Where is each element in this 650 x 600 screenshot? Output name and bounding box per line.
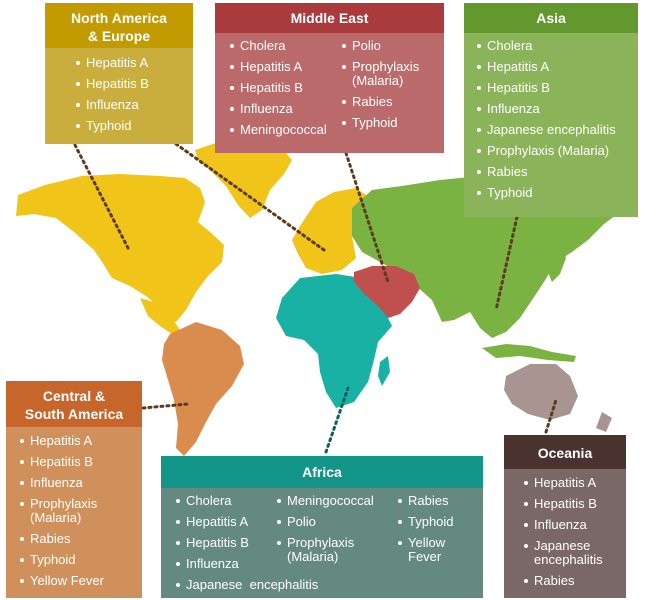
middle-east-title: Middle East [215,3,444,33]
vaccine-list: Hepatitis A Hepatitis B Influenza Prophy… [6,427,142,588]
vaccine-item: Rabies [476,165,638,179]
vaccine-list: Hepatitis A Hepatitis B Influenza Typhoi… [45,48,193,133]
vaccine-item: Japanese encephalitis [175,578,318,592]
vaccine-item: Hepatitis A [229,60,341,74]
central-america-region [140,298,180,334]
middle-east-region [354,266,420,318]
vaccine-item: Typhoid [19,553,142,567]
vaccine-item: Typhoid [397,515,454,529]
vaccine-item: Prophylaxis (Malaria) [476,144,638,158]
vaccine-item: Prophylaxis (Malaria) [19,497,142,525]
vaccine-item: Hepatitis B [523,497,626,511]
vaccine-item: Prophylaxis (Malaria) [341,60,419,88]
greenland-region [195,141,292,218]
europe-region [292,188,370,274]
vaccine-item: Hepatitis B [175,536,276,550]
vaccine-item: Influenza [19,476,142,490]
vaccine-item: Hepatitis B [229,81,341,95]
vaccine-line: Prophylaxis [352,59,420,74]
vaccine-item: Meningococcal [229,123,341,137]
oceania-title: Oceania [504,435,626,469]
vaccine-item: Polio [276,515,397,529]
central-south-america-panel: Central & South America Hepatitis A Hepa… [6,381,142,598]
vaccine-line: Fever [408,549,442,564]
vaccine-line: Prophylaxis [30,496,98,511]
vaccine-item: Rabies [523,574,626,588]
title-line: South America [24,406,124,422]
asia-panel: Asia Cholera Hepatitis A Hepatitis B Inf… [464,3,638,217]
oceania-panel: Oceania Hepatitis A Hepatitis B Influenz… [504,435,626,598]
vaccine-item: Hepatitis A [19,434,142,448]
north-america-europe-title: North America & Europe [45,3,193,48]
vaccine-line: Japanese [534,538,591,553]
vaccine-item: Japanese encephalitis [523,539,626,567]
vaccine-list: Cholera Hepatitis A Hepatitis B Influenz… [175,494,318,599]
title-line: North America [71,10,167,26]
vaccine-item: Meningococcal [276,494,397,508]
vaccine-item: Influenza [75,98,193,112]
vaccine-item: Prophylaxis (Malaria) [276,536,397,564]
japan-region [548,244,566,282]
vaccine-item: Hepatitis A [175,515,276,529]
vaccine-item: Influenza [229,102,341,116]
vaccine-item: Hepatitis A [476,60,638,74]
vaccine-item: Hepatitis A [75,56,193,70]
indonesia-region [482,344,576,362]
connector-oceania [544,398,558,434]
vaccine-item: Cholera [175,494,276,508]
vaccine-item: Yellow Fever [397,536,454,564]
vaccine-item: Influenza [476,102,638,116]
title-line: & Europe [87,28,151,44]
south-america-region [162,322,244,456]
madagascar-region [378,356,390,386]
vaccine-item: Hepatitis A [523,476,626,490]
connector-north-america [73,143,130,250]
connector-africa [324,386,350,454]
vaccine-line: Prophylaxis [287,535,355,550]
vaccine-list: Cholera Hepatitis A Hepatitis B Influenz… [464,33,638,200]
vaccine-item: Cholera [229,39,341,53]
vaccine-item: Typhoid [341,116,419,130]
vaccine-item: Rabies [19,532,142,546]
vaccine-list: Polio Prophylaxis (Malaria) Rabies Typho… [341,39,419,144]
australia-region [504,364,578,420]
vaccine-item: Polio [341,39,419,53]
vaccine-item: Typhoid [75,119,193,133]
north-america-europe-panel: North America & Europe Hepatitis A Hepat… [45,3,193,144]
connector-asia [494,215,519,312]
vaccine-line: Yellow [408,535,446,550]
vaccine-item: Cholera [476,39,638,53]
vaccine-list: Hepatitis A Hepatitis B Influenza Japane… [504,469,626,588]
vaccine-line: encephalitis [534,552,603,567]
vaccine-item: Influenza [175,557,276,571]
vaccine-item: Japanese encephalitis [476,123,638,137]
vaccine-item: Rabies [341,95,419,109]
connector-europe [174,142,326,252]
africa-panel: Africa Cholera Hepatitis A Hepatitis B I… [161,456,483,598]
vaccine-line: (Malaria) [352,73,404,88]
connector-middle-east [344,151,390,284]
vaccine-line: (Malaria) [287,549,339,564]
vaccine-item: Hepatitis B [476,81,638,95]
central-south-america-title: Central & South America [6,381,142,427]
asia-title: Asia [464,3,638,33]
africa-region [276,274,392,408]
vaccine-item: Yellow Fever [19,574,142,588]
vaccine-list: Cholera Hepatitis A Hepatitis B Influenz… [229,39,341,144]
vaccine-item: Influenza [523,518,626,532]
north-america-region [16,174,224,322]
title-line: Central & [42,388,106,404]
vaccine-list: Meningococcal Polio Prophylaxis (Malaria… [276,494,397,599]
vaccine-item: Typhoid [476,186,638,200]
middle-east-panel: Middle East Cholera Hepatitis A Hepatiti… [215,3,444,153]
new-zealand-region [596,412,612,432]
connector-south-america [141,402,190,410]
vaccine-item: Rabies [397,494,454,508]
vaccine-line: (Malaria) [30,510,82,525]
vaccine-item: Hepatitis B [19,455,142,469]
africa-title: Africa [161,456,483,488]
vaccine-list: Rabies Typhoid Yellow Fever [397,494,454,599]
vaccine-item: Hepatitis B [75,77,193,91]
